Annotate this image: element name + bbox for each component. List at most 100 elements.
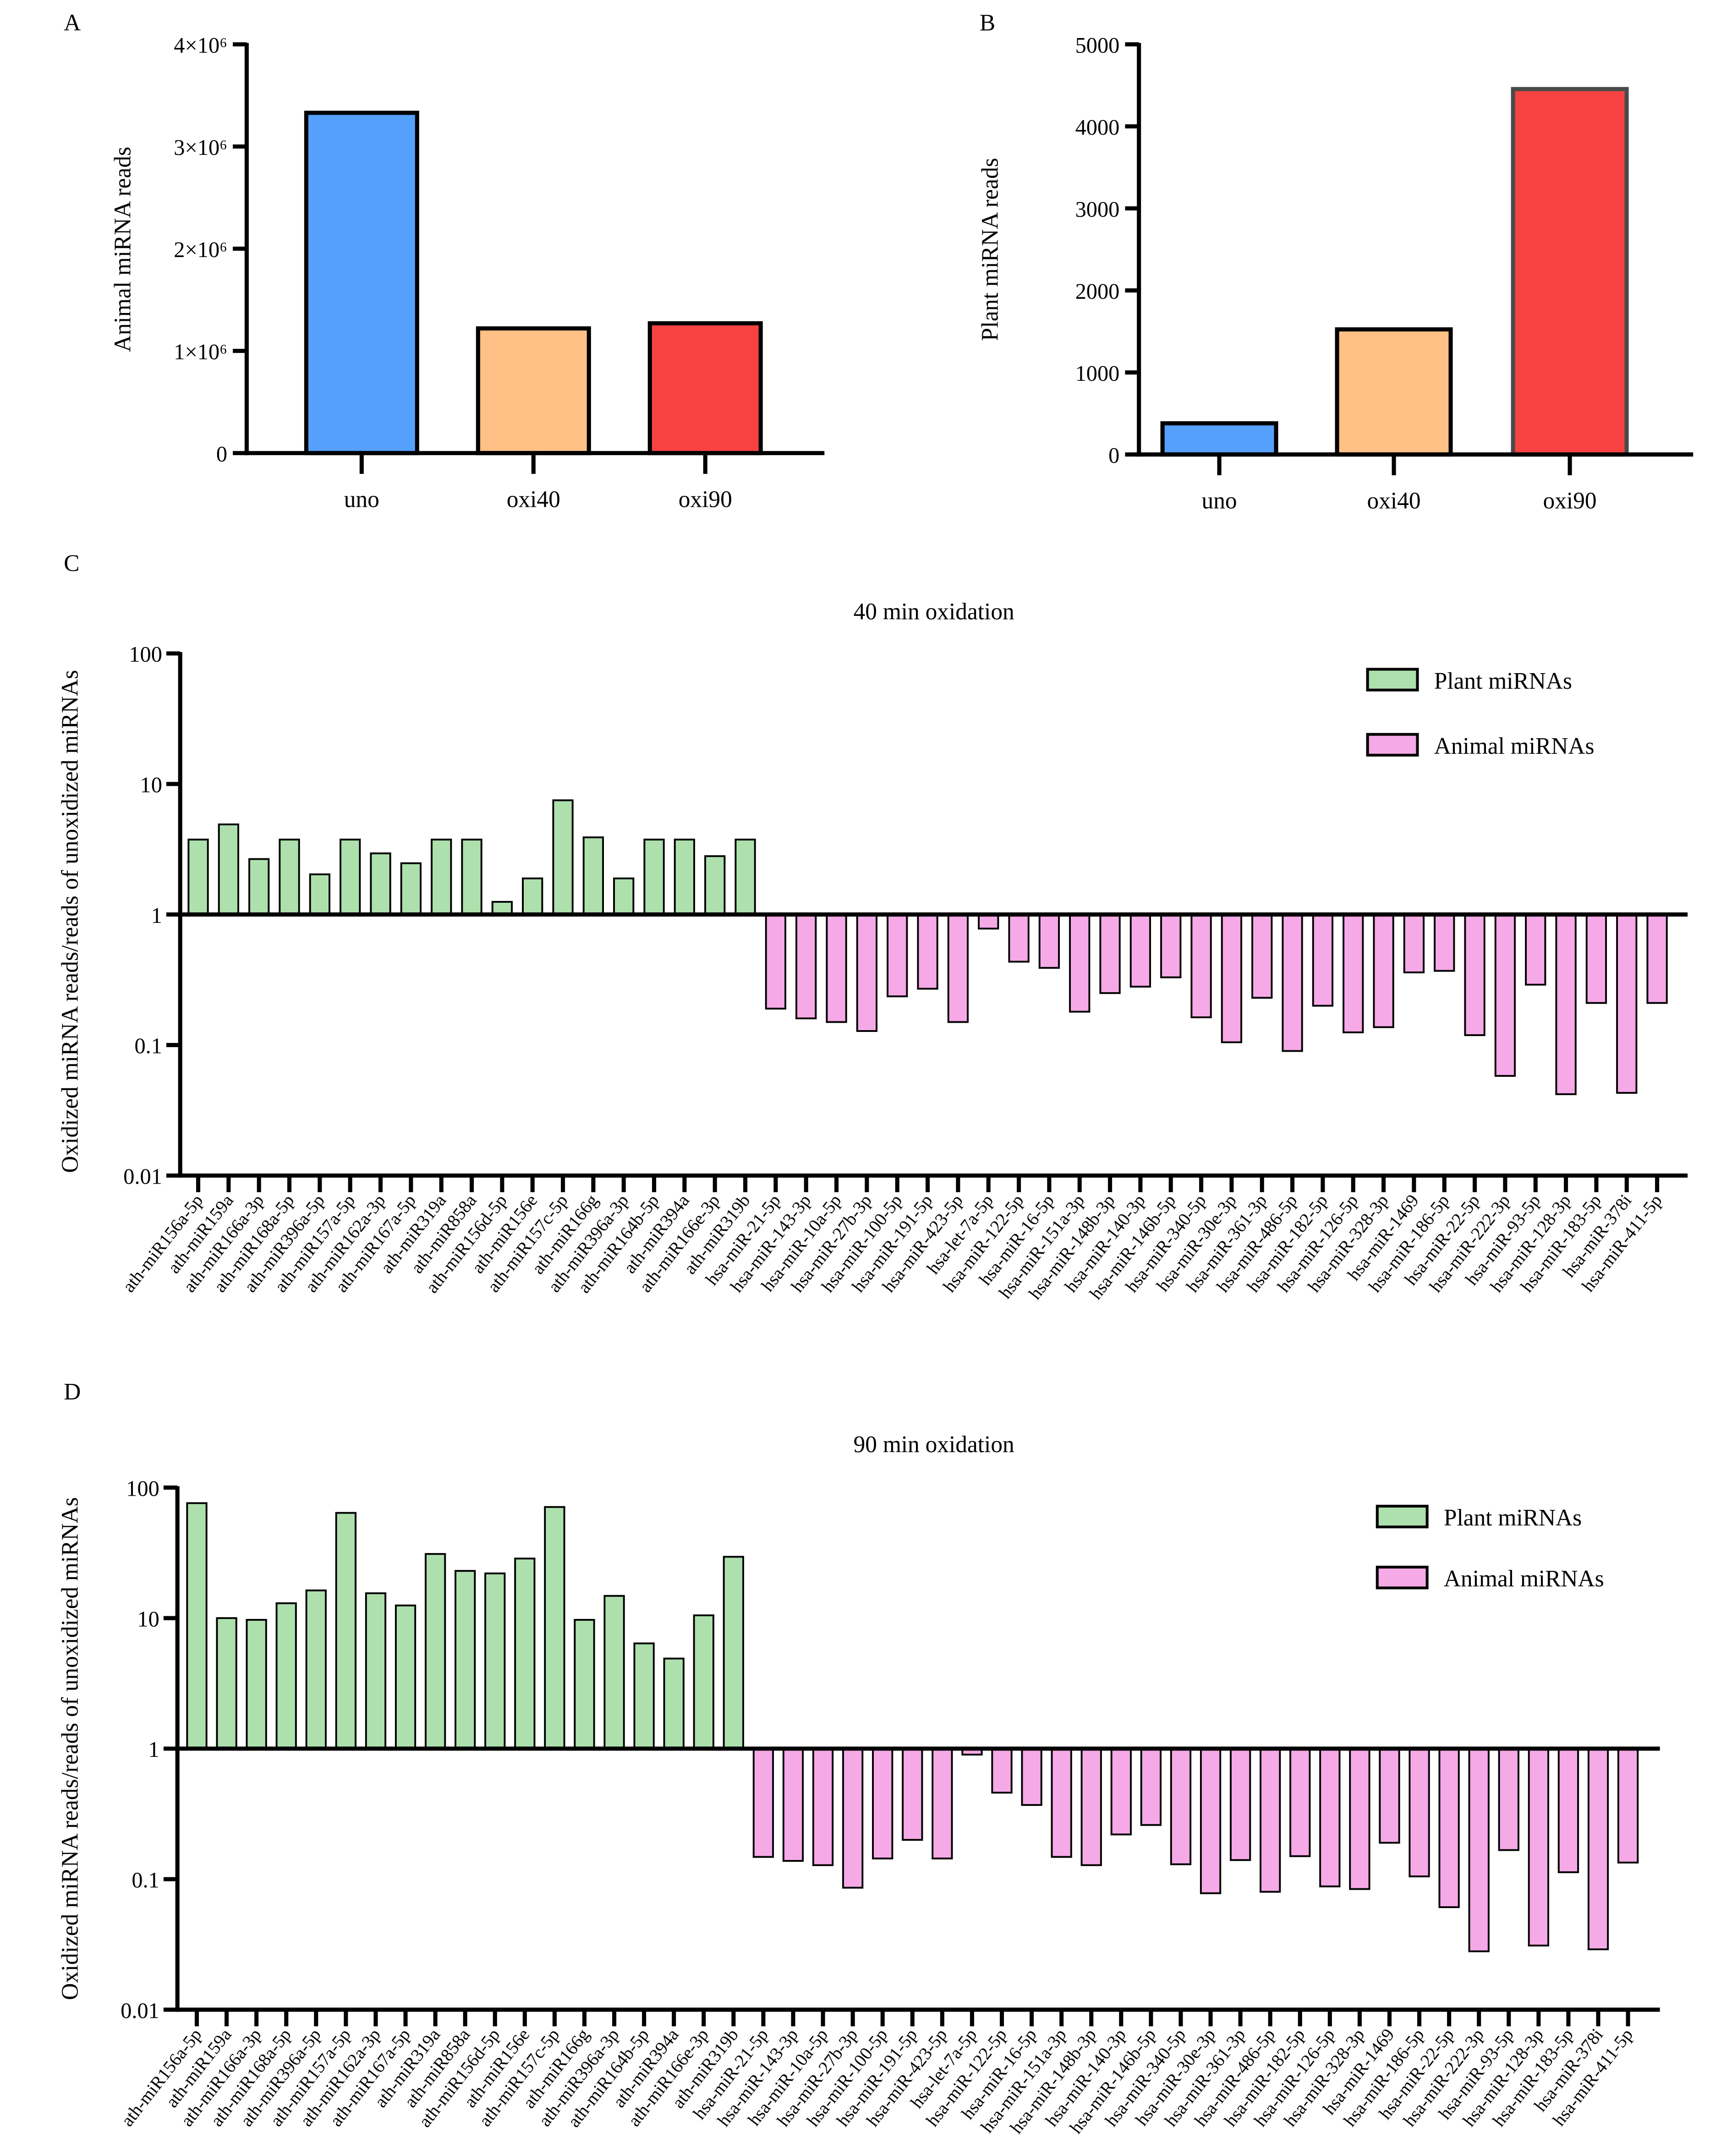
chart-d-bar: [872, 1748, 893, 1860]
chart-a-ytick-label: 4×10⁶: [174, 33, 227, 58]
chart-c-bar: [1585, 913, 1607, 1004]
chart-c-bar: [187, 839, 209, 916]
chart-c-bar: [826, 913, 847, 1023]
chart-d-bar: [1319, 1748, 1341, 1887]
chart-b-bar-oxi90: [1511, 87, 1629, 457]
chart-d-bar: [842, 1748, 864, 1889]
chart-c-bar: [218, 823, 240, 916]
chart-d-ytick-label: 1: [148, 1738, 159, 1762]
chart-a-bar-oxi90: [647, 321, 763, 455]
chart-d-bar: [186, 1502, 208, 1750]
chart-d-bar: [812, 1748, 834, 1866]
chart-c-bar: [643, 839, 665, 916]
chart-c-bar: [522, 877, 543, 916]
chart-c-bar: [400, 862, 422, 916]
chart-c-ytick-label: 1: [151, 904, 162, 928]
chart-d-bar: [1021, 1748, 1042, 1806]
chart-d-bar: [991, 1748, 1013, 1794]
chart-d-bar: [335, 1512, 357, 1750]
chart-d-bar: [455, 1570, 476, 1750]
chart-b-bar-uno: [1160, 421, 1278, 457]
chart-d-ytick-label: 0.1: [132, 1868, 159, 1893]
chart-c-bar: [1190, 913, 1212, 1019]
chart-c-bar: [1069, 913, 1091, 1013]
chart-a-ytick-label: 3×10⁶: [174, 136, 227, 160]
chart-c-bar: [1160, 913, 1182, 978]
chart-a-bar-uno: [304, 110, 419, 455]
chart-d-bar: [395, 1604, 417, 1750]
chart-d-bar: [1080, 1748, 1102, 1866]
chart-d-legend-swatch-plant: [1376, 1504, 1429, 1529]
chart-d-bar: [1498, 1748, 1519, 1851]
chart-d-legend-label: Animal miRNAs: [1444, 1566, 1604, 1592]
chart-c-ytick-label: 0.1: [134, 1034, 162, 1059]
chart-d-bar: [1557, 1748, 1579, 1873]
chart-c-bar: [1434, 913, 1455, 972]
chart-c-legend-label: Plant miRNAs: [1434, 668, 1572, 694]
panel-letter-b: B: [980, 10, 995, 36]
chart-c-legend-label: Animal miRNAs: [1434, 733, 1595, 759]
chart-c-bar: [978, 913, 999, 930]
chart-c-bar: [765, 913, 787, 1010]
chart-c-bar: [461, 839, 482, 916]
chart-a-ytick-label: 2×10⁶: [174, 238, 227, 262]
chart-c-bar: [947, 913, 969, 1023]
chart-d-bar: [1617, 1748, 1639, 1864]
chart-c-bar: [1282, 913, 1303, 1052]
chart-d-bar: [275, 1602, 297, 1750]
chart-d-bar: [633, 1642, 655, 1750]
chart-b-xtick-label: uno: [1202, 488, 1237, 514]
chart-c-ytick-label: 100: [129, 642, 162, 667]
chart-d-bar: [1438, 1748, 1460, 1908]
chart-b-xtick-label: oxi40: [1367, 488, 1421, 514]
chart-d-legend-label: Plant miRNAs: [1444, 1505, 1582, 1531]
chart-c-title: 40 min oxidation: [854, 599, 1014, 625]
chart-c-bar: [309, 873, 331, 916]
chart-d-bar: [484, 1572, 506, 1750]
chart-c-bar: [1555, 913, 1577, 1095]
chart-d-bar: [1587, 1748, 1609, 1950]
chart-d-bar: [544, 1506, 565, 1750]
chart-c-bar: [856, 913, 878, 1032]
chart-a-bar-oxi40: [476, 326, 591, 455]
chart-d-bar: [1379, 1748, 1400, 1844]
chart-c-bar: [1099, 913, 1121, 994]
chart-c-ylabel: Oxidized miRNA reads/reads of unoxidized…: [57, 670, 83, 1173]
chart-d-bar: [216, 1617, 237, 1750]
chart-c-bar: [1312, 913, 1334, 1007]
chart-a-ytick-label: 0: [216, 442, 227, 466]
chart-d-bar: [1349, 1748, 1370, 1890]
chart-c-bar: [887, 913, 908, 998]
chart-b-ytick-label: 3000: [1075, 197, 1120, 222]
chart-a-xtick-label: oxi40: [507, 487, 560, 513]
chart-d-bar: [603, 1595, 625, 1750]
chart-b-ytick-label: 4000: [1075, 115, 1120, 140]
chart-d-legend-swatch-animal: [1376, 1565, 1429, 1590]
chart-c-bar: [1494, 913, 1516, 1077]
chart-c-bar: [674, 839, 696, 916]
chart-c-bar: [613, 877, 635, 916]
chart-d-bar: [723, 1556, 744, 1750]
chart-d-bar: [365, 1592, 387, 1750]
chart-b-ytick-label: 1000: [1075, 362, 1120, 386]
chart-c-bar: [1129, 913, 1151, 988]
chart-d-ylabel: Oxidized miRNA reads/reads of unoxidized…: [57, 1497, 83, 2000]
chart-d-bar: [1140, 1748, 1162, 1826]
chart-d-bar: [1170, 1748, 1192, 1865]
chart-a-ytick-label: 1×10⁶: [174, 340, 227, 364]
panel-letter-a: A: [64, 10, 81, 36]
chart-d-bar: [1409, 1748, 1430, 1877]
chart-c-bar: [1525, 913, 1546, 986]
chart-c-bar: [1038, 913, 1060, 969]
chart-c-bar: [1221, 913, 1243, 1043]
chart-d-bar: [902, 1748, 923, 1841]
chart-d-bar: [1289, 1748, 1311, 1857]
chart-b-ytick-label: 2000: [1075, 280, 1120, 304]
chart-c-bar: [340, 839, 361, 916]
chart-c-bar: [1616, 913, 1638, 1094]
chart-c-bar: [917, 913, 938, 990]
chart-d-bar: [1260, 1748, 1281, 1893]
chart-b-bar-oxi40: [1335, 327, 1453, 457]
chart-d-bar: [1468, 1748, 1490, 1953]
chart-c-ytick-label: 10: [140, 773, 162, 797]
